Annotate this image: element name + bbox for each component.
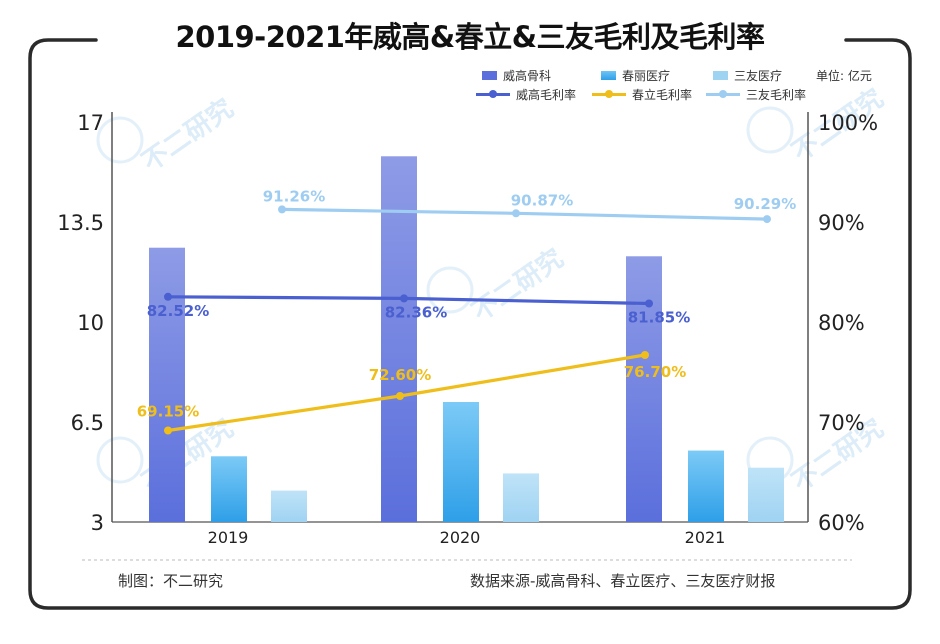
line-marker-weigao: [164, 292, 172, 301]
legend-label: 三友医疗: [734, 69, 783, 83]
bar-chunli: [688, 450, 724, 522]
legend-item-chunli-bar: 春丽医疗: [601, 67, 670, 84]
chart-title: 2019-2021年威高&春立&三友毛利及毛利率: [175, 20, 765, 54]
y-right-tick-label: 100%: [818, 111, 878, 135]
line-marker-chunli: [396, 392, 404, 400]
line-marker-sanyou: [512, 209, 520, 218]
watermark-logo: [746, 106, 794, 154]
legend-swatch: [713, 71, 728, 80]
y-right-tick-label: 90%: [818, 211, 865, 235]
y-left-tick-label: 3: [91, 511, 104, 535]
legend-item-sanyou-line: 三友毛利率: [706, 86, 806, 103]
data-label-sanyou: 90.29%: [734, 195, 796, 213]
data-label-sanyou: 91.26%: [263, 187, 325, 205]
legend-item-weigao-line: 威高毛利率: [476, 86, 576, 103]
bar-chunli: [211, 456, 247, 522]
line-marker-sanyou: [763, 215, 771, 224]
legend-swatch: [601, 71, 616, 80]
watermark-logo: [96, 436, 144, 484]
legend-label: 威高骨科: [503, 69, 552, 83]
legend-item-chunli-line: 春立毛利率: [592, 86, 692, 103]
data-label-weigao: 82.52%: [147, 302, 209, 320]
data-label-chunli: 72.60%: [369, 366, 431, 384]
line-sanyou: [281, 207, 768, 221]
footer-credit: 制图：不二研究: [118, 572, 224, 590]
line-marker-chunli: [164, 426, 172, 435]
y-right-tick-label: 80%: [818, 311, 865, 335]
bar-weigao: [381, 156, 417, 523]
bar-weigao: [149, 247, 185, 522]
bar-weigao: [626, 256, 662, 522]
x-tick-label: 2020: [440, 528, 481, 547]
legend-label: 春立毛利率: [632, 88, 693, 102]
watermark-text: 不二研究: [466, 243, 569, 328]
footer-source: 数据来源-威高骨科、春立医疗、三友医疗财报: [470, 572, 776, 590]
y-right-tick-label: 60%: [818, 511, 865, 535]
legend-label: 春丽医疗: [622, 69, 671, 83]
watermark-logo: [426, 266, 474, 314]
legend-swatch: [592, 90, 626, 98]
legend-swatch: [706, 90, 740, 98]
x-tick-label: 2019: [208, 528, 249, 547]
legend-item-sanyou-bar: 三友医疗: [713, 67, 782, 84]
data-label-sanyou: 90.87%: [511, 191, 573, 209]
bar-chunli: [443, 402, 479, 522]
legend-label: 威高毛利率: [516, 88, 577, 102]
legend-label: 三友毛利率: [746, 88, 807, 102]
watermark-text: 不二研究: [136, 93, 239, 178]
line-marker-chunli: [641, 351, 649, 359]
unit-label: 单位: 亿元: [816, 69, 872, 83]
y-left-tick-label: 13.5: [57, 211, 104, 235]
legend-item-weigao-bar: 威高骨科: [482, 67, 551, 84]
legend-swatch: [482, 71, 497, 80]
bar-sanyou: [503, 473, 539, 522]
line-marker-weigao: [645, 299, 653, 308]
data-label-chunli: 69.15%: [137, 403, 199, 421]
x-tick-label: 2021: [685, 528, 726, 547]
data-label-chunli: 76.70%: [624, 363, 686, 381]
legend-swatch: [476, 90, 510, 98]
line-marker-sanyou: [278, 205, 286, 214]
line-marker-weigao: [400, 294, 408, 303]
bar-sanyou: [271, 490, 307, 522]
data-label-weigao: 81.85%: [628, 309, 690, 327]
bar-sanyou: [748, 467, 784, 522]
y-left-tick-label: 10: [77, 311, 104, 335]
y-left-tick-label: 6.5: [71, 411, 104, 435]
y-right-tick-label: 70%: [818, 411, 865, 435]
watermark-logo: [96, 116, 144, 164]
y-left-tick-label: 17: [77, 111, 104, 135]
data-label-weigao: 82.36%: [385, 303, 447, 321]
